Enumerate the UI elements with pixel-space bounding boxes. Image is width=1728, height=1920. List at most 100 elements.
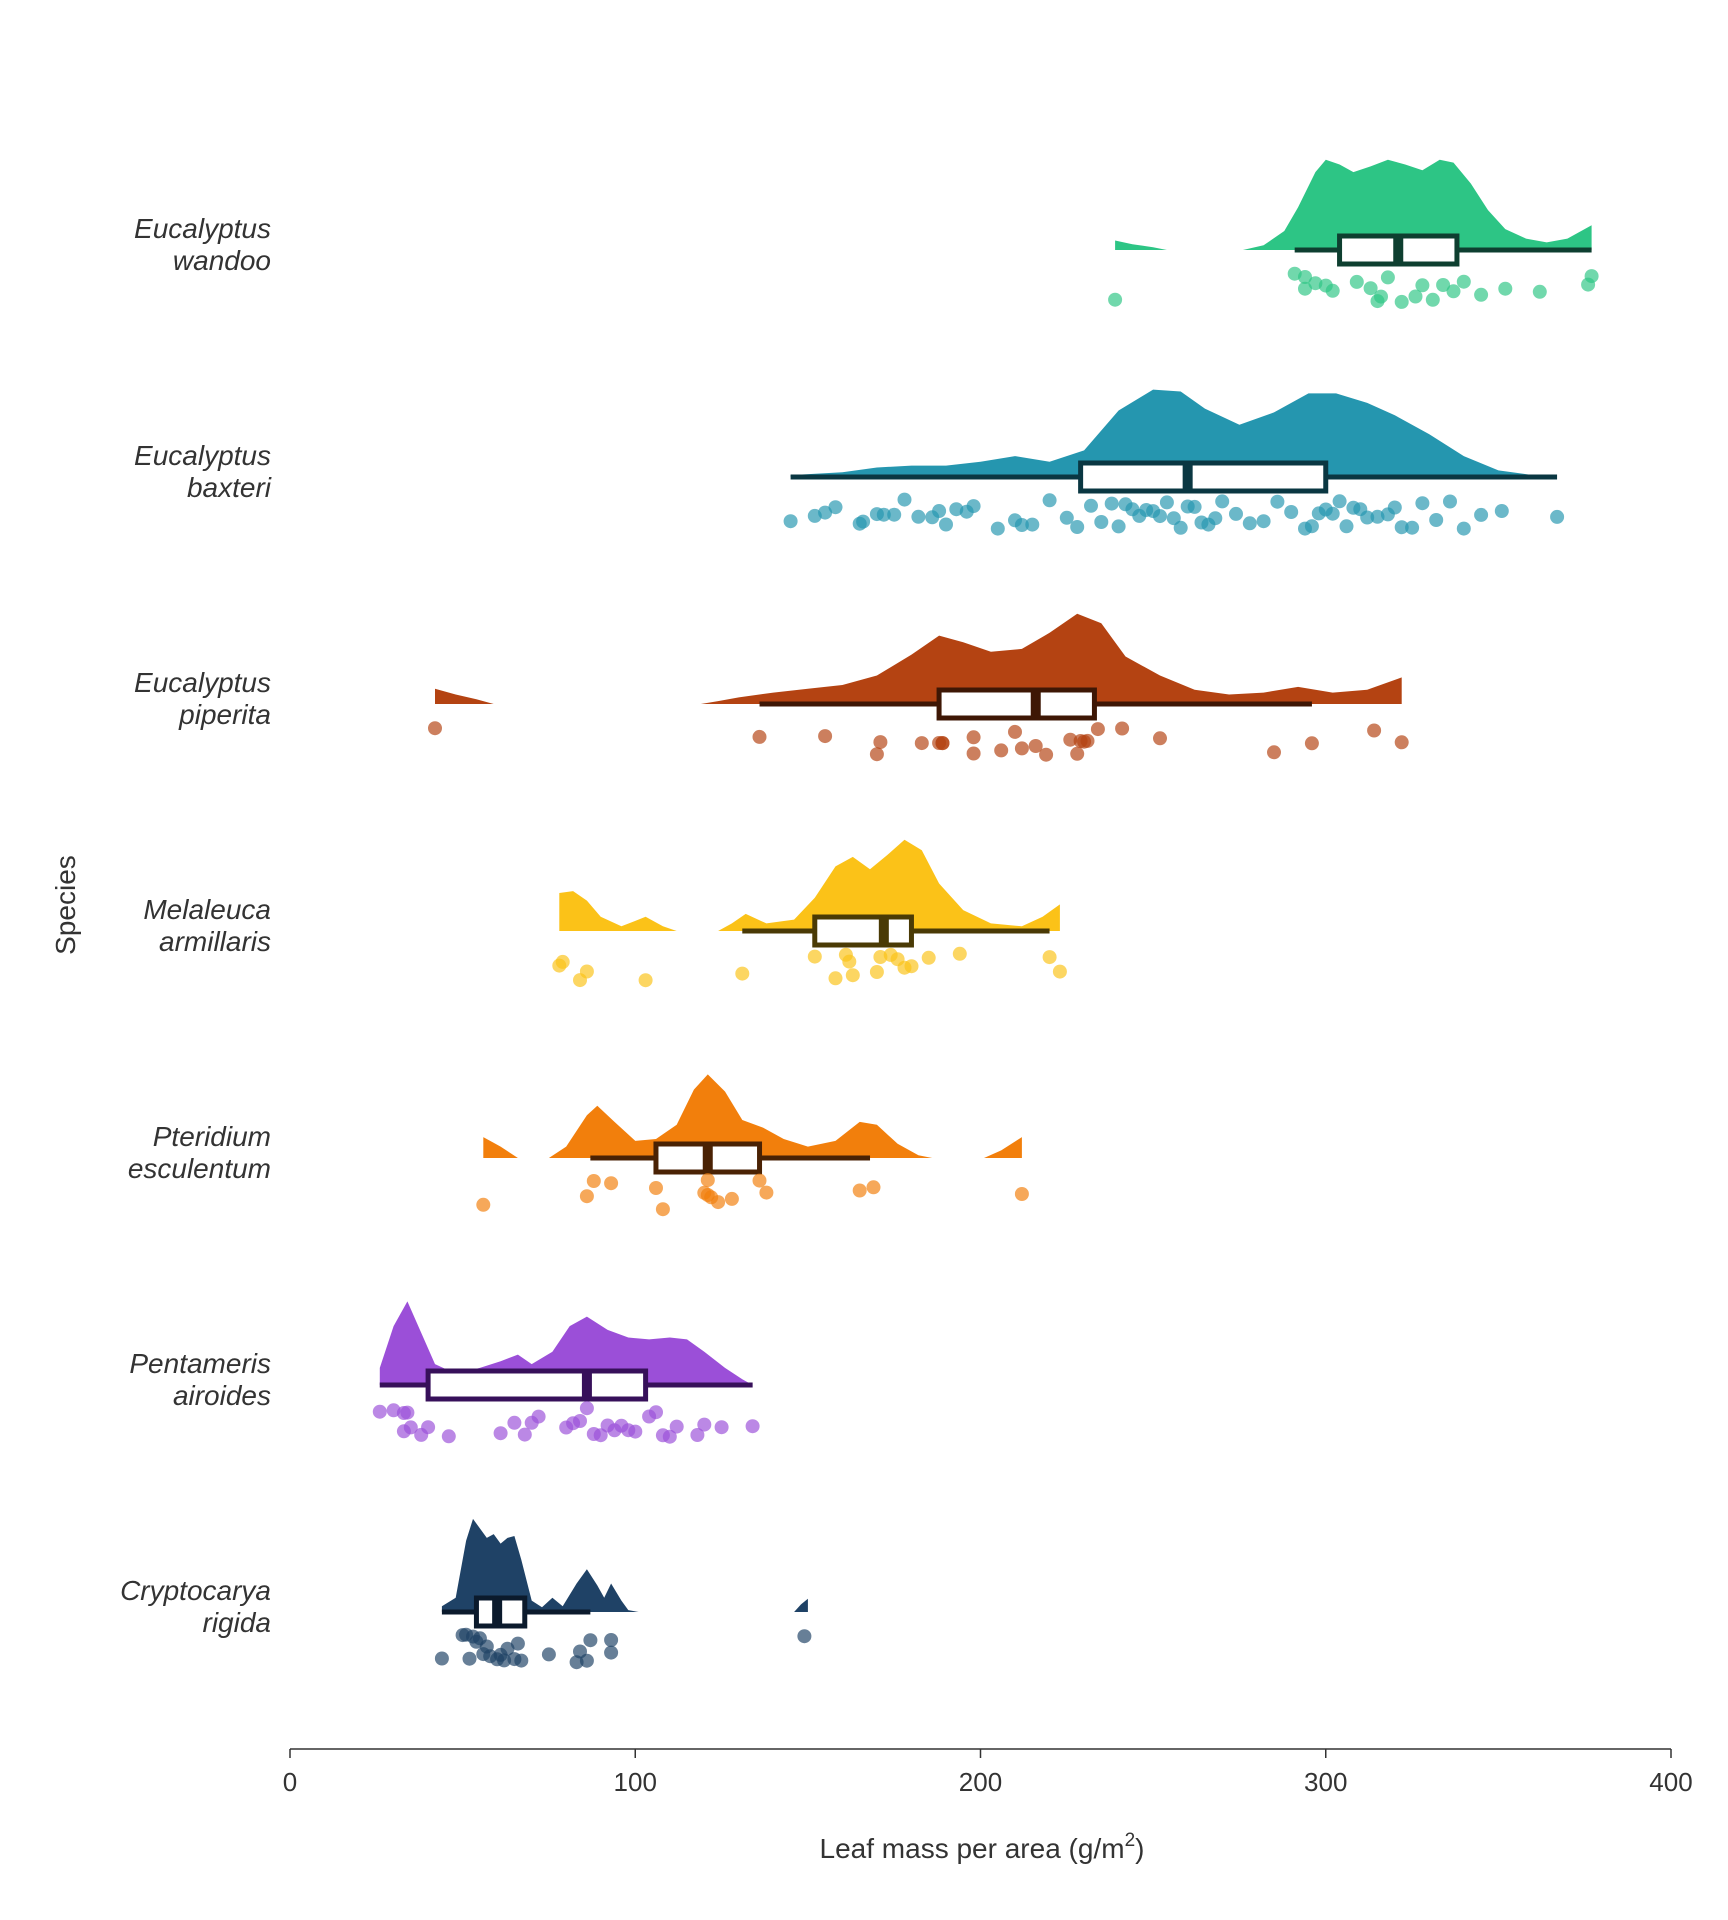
species-group xyxy=(1108,159,1599,309)
data-point xyxy=(1304,736,1319,751)
data-point xyxy=(1063,732,1078,747)
density-cloud xyxy=(718,839,1060,931)
data-point xyxy=(1298,281,1312,296)
data-point xyxy=(1111,519,1126,534)
data-point xyxy=(1094,515,1109,529)
data-point xyxy=(1159,495,1174,510)
data-point xyxy=(1267,745,1281,760)
density-cloud xyxy=(441,1518,639,1612)
data-point xyxy=(869,965,884,979)
density-cloud xyxy=(1242,159,1592,250)
data-point xyxy=(1153,509,1167,524)
data-point xyxy=(1108,292,1123,307)
data-point xyxy=(669,1419,684,1434)
species-label: Melaleuca armillaris xyxy=(143,894,271,957)
data-point xyxy=(1008,724,1022,739)
data-point xyxy=(1405,520,1420,535)
data-point xyxy=(579,1401,594,1416)
data-point xyxy=(911,509,926,524)
species-group xyxy=(783,389,1565,536)
data-point xyxy=(1494,504,1509,518)
species-label: Pentameris airoides xyxy=(129,1348,271,1411)
data-point xyxy=(1104,496,1119,511)
species-label: Cryptocarya rigida xyxy=(120,1575,271,1638)
species-group xyxy=(476,1074,1029,1217)
data-point xyxy=(1429,513,1444,527)
data-point xyxy=(579,1189,594,1204)
density-cloud xyxy=(379,1301,753,1385)
x-tick-label: 100 xyxy=(614,1767,657,1797)
species-label-line: Eucalyptus xyxy=(134,667,271,698)
data-point xyxy=(939,517,953,532)
x-tick-label: 300 xyxy=(1304,1767,1347,1797)
data-point xyxy=(1153,731,1167,746)
data-point xyxy=(807,949,822,964)
data-point xyxy=(510,1636,525,1651)
data-point xyxy=(462,1651,477,1666)
species-group xyxy=(372,1301,760,1444)
data-point xyxy=(828,971,843,986)
data-point xyxy=(403,1420,418,1435)
data-point xyxy=(690,1428,705,1442)
data-point xyxy=(1014,741,1029,756)
data-point xyxy=(628,1424,643,1439)
data-point xyxy=(1436,278,1451,292)
data-point xyxy=(866,1180,881,1195)
data-point xyxy=(1325,506,1340,521)
species-label-line: Melaleuca xyxy=(143,894,271,925)
data-point xyxy=(1115,721,1130,736)
species-label-line: Pentameris xyxy=(129,1348,271,1379)
data-point xyxy=(1052,964,1067,979)
data-point xyxy=(921,950,936,965)
data-point xyxy=(1270,494,1285,509)
data-point xyxy=(818,729,833,744)
data-point xyxy=(745,1419,760,1434)
data-point xyxy=(914,736,929,751)
data-point xyxy=(1090,722,1105,737)
data-point xyxy=(604,1633,619,1647)
data-point xyxy=(876,507,891,522)
data-point xyxy=(493,1426,508,1441)
data-point xyxy=(1380,270,1395,285)
x-tick-label: 200 xyxy=(959,1767,1002,1797)
species-label: Pteridium esculentum xyxy=(128,1121,271,1184)
data-point xyxy=(579,964,594,979)
species-label-line: esculentum xyxy=(128,1153,271,1184)
data-point xyxy=(497,1653,512,1668)
data-point xyxy=(569,1655,584,1670)
data-point xyxy=(400,1405,415,1420)
data-point xyxy=(655,1202,670,1217)
data-point xyxy=(573,1414,587,1428)
data-point xyxy=(514,1653,529,1668)
data-point xyxy=(476,1197,491,1212)
data-point xyxy=(593,1428,608,1443)
data-point xyxy=(752,729,767,744)
data-point xyxy=(714,1420,729,1435)
density-cloud xyxy=(548,1074,933,1158)
density-cloud xyxy=(435,688,494,704)
data-point xyxy=(1173,520,1188,535)
box xyxy=(1078,460,1329,494)
data-point xyxy=(1456,274,1471,289)
data-point xyxy=(700,1173,715,1188)
data-point xyxy=(1298,270,1312,284)
data-point xyxy=(873,735,888,750)
data-point xyxy=(966,746,981,761)
data-point xyxy=(842,954,857,969)
data-point xyxy=(1014,1187,1029,1201)
species-label: Eucalyptus piperita xyxy=(134,667,271,730)
x-ticks: 0 100 200 300 400 xyxy=(283,1749,1693,1797)
data-point xyxy=(724,1191,739,1206)
data-point xyxy=(1532,284,1547,299)
data-point xyxy=(1456,521,1471,536)
data-point xyxy=(1084,498,1098,513)
data-point xyxy=(1367,723,1382,738)
data-point xyxy=(662,1429,677,1444)
data-point xyxy=(541,1647,556,1662)
data-point xyxy=(1039,747,1054,762)
data-point xyxy=(1059,510,1074,525)
data-point xyxy=(966,499,981,514)
species-group xyxy=(434,1518,812,1670)
data-point xyxy=(828,500,843,515)
data-point xyxy=(517,1427,532,1442)
